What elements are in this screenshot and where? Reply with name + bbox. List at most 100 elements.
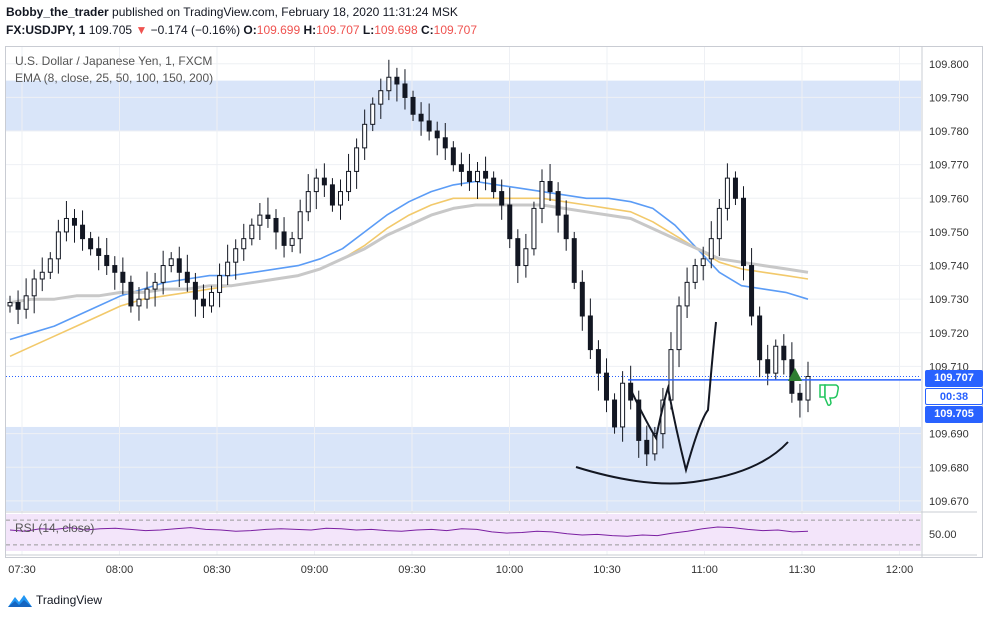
- candle: [200, 284, 206, 319]
- candle-down: [595, 349, 601, 374]
- candle-down: [458, 164, 464, 172]
- candle-down: [88, 238, 94, 250]
- candle: [257, 203, 263, 240]
- ema-legend[interactable]: EMA (8, close, 25, 50, 100, 150, 200): [15, 71, 214, 85]
- ema-line-3: [9, 203, 809, 304]
- price-axis-tick: 109.750: [929, 227, 969, 239]
- candle-up: [160, 265, 166, 283]
- candle-up: [716, 207, 722, 240]
- last-price: 109.705: [88, 23, 133, 37]
- candle-up: [225, 261, 231, 277]
- up-arrow-icon: [788, 368, 802, 381]
- candle-down: [732, 177, 738, 199]
- candle: [217, 263, 223, 308]
- candle: [192, 272, 198, 317]
- candle-up: [652, 433, 658, 455]
- candle-down: [563, 214, 569, 240]
- candle: [273, 209, 279, 250]
- candle: [378, 78, 384, 119]
- instrument-legend[interactable]: U.S. Dollar / Japanese Yen, 1, FXCM: [15, 54, 213, 68]
- candle-up: [63, 217, 69, 233]
- rsi-legend[interactable]: RSI (14, close): [15, 521, 95, 535]
- brand-name: TradingView: [36, 593, 103, 607]
- candle: [184, 254, 190, 292]
- candle: [23, 278, 29, 319]
- candle: [362, 109, 368, 160]
- candle: [442, 122, 448, 160]
- candle: [7, 295, 13, 313]
- candle-up: [773, 345, 779, 374]
- candle-up: [305, 191, 311, 213]
- ohlc-line: FX:USDJPY, 1 109.705 ▼ −0.174 (−0.16%) O…: [6, 23, 477, 37]
- candle: [692, 258, 698, 290]
- candle-down: [450, 147, 456, 166]
- candle-down: [410, 96, 416, 115]
- candle: [797, 383, 803, 418]
- candle-down: [402, 83, 408, 98]
- candle-up: [531, 207, 537, 250]
- candle-down: [112, 265, 118, 273]
- candle: [716, 198, 722, 257]
- candle: [595, 340, 601, 391]
- time-axis-tick: 08:00: [106, 564, 134, 576]
- candle: [531, 201, 537, 256]
- price-axis-tick: 109.800: [929, 59, 969, 71]
- candle-down: [515, 238, 521, 267]
- candle: [483, 156, 489, 191]
- candle-up: [31, 278, 37, 297]
- candle: [773, 339, 779, 380]
- candle: [160, 250, 166, 295]
- candle: [241, 223, 247, 261]
- price-axis-tick: 109.760: [929, 193, 969, 205]
- candle-up: [676, 305, 682, 351]
- candle: [120, 257, 126, 295]
- candle: [491, 171, 497, 199]
- candle: [176, 246, 182, 288]
- author-name[interactable]: Bobby_the_trader: [6, 5, 109, 19]
- candle-down: [757, 315, 763, 361]
- ema-lines: [9, 180, 809, 358]
- candle-up: [370, 103, 376, 125]
- candle: [410, 90, 416, 121]
- candle-down: [71, 217, 77, 226]
- candle-up: [217, 275, 223, 293]
- candle: [708, 221, 714, 269]
- time-axis-tick: 10:00: [496, 564, 524, 576]
- thumbs-down-hand: [824, 384, 839, 406]
- candle-up: [233, 248, 239, 263]
- time-axis-tick: 09:30: [398, 564, 426, 576]
- tradingview-logo-icon: [8, 595, 32, 607]
- candle-down: [265, 214, 271, 219]
- candle-down: [547, 180, 553, 193]
- candle: [555, 182, 561, 233]
- candle: [781, 334, 787, 375]
- candle-up: [684, 281, 690, 307]
- bar-timer-tag: 00:38: [925, 388, 983, 405]
- time-axis[interactable]: 07:30 08:00 08:30 09:00 09:30 10:00 10:30 11:00…: [8, 564, 913, 576]
- candle: [329, 178, 335, 212]
- candle: [612, 393, 618, 434]
- time-axis-tick: 10:30: [593, 564, 621, 576]
- candle: [636, 390, 642, 458]
- drawings[interactable]: [575, 321, 921, 485]
- candle: [805, 361, 811, 413]
- price-axis[interactable]: 109.800 109.790 109.780 109.770 109.760 109.7…: [929, 59, 969, 508]
- cup-arc-line: [575, 441, 789, 485]
- candle-up: [354, 147, 360, 172]
- time-axis-tick: 11:00: [691, 564, 718, 576]
- tradingview-brand[interactable]: TradingView: [8, 593, 102, 607]
- candle: [370, 97, 376, 132]
- candle-down: [612, 399, 618, 428]
- candle-down: [329, 184, 335, 206]
- candle-up: [39, 271, 45, 280]
- candle-down: [636, 399, 642, 441]
- candle: [128, 275, 134, 313]
- price-axis-tick: 109.670: [929, 496, 969, 508]
- rsi-pane: [6, 514, 921, 551]
- candle: [434, 121, 440, 156]
- high-value: 109.707: [316, 23, 360, 37]
- candle-down: [426, 120, 432, 132]
- candle: [71, 209, 77, 243]
- candle: [104, 237, 110, 275]
